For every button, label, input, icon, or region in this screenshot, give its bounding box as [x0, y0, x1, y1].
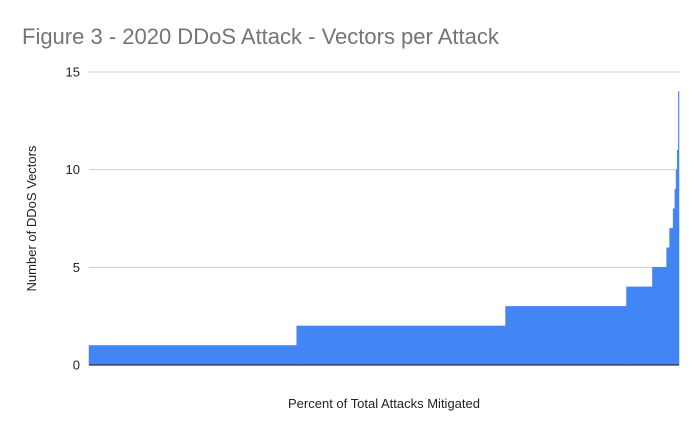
area-step-2 — [296, 325, 506, 366]
y-tick-label-0: 0 — [73, 358, 80, 373]
area-step-8 — [672, 208, 676, 366]
series-area — [88, 91, 680, 366]
y-tick-label-5: 5 — [73, 260, 80, 275]
area-step-6 — [666, 247, 670, 366]
y-tick-labels: 0 5 10 15 — [66, 65, 80, 373]
chart-title: Figure 3 - 2020 DDoS Attack - Vectors pe… — [22, 24, 500, 49]
x-axis-label: Percent of Total Attacks Mitigated — [288, 396, 480, 411]
y-tick-label-15: 15 — [66, 65, 80, 80]
y-axis-label: Number of DDoS Vectors — [24, 145, 39, 291]
area-step-7 — [669, 228, 674, 366]
area-step-3 — [505, 306, 627, 366]
grid-lines — [89, 71, 679, 268]
area-step-14 — [678, 91, 680, 366]
area-step-1 — [88, 345, 297, 366]
y-tick-label-10: 10 — [66, 162, 80, 177]
area-step-5 — [652, 267, 667, 366]
area-step-4 — [626, 286, 653, 366]
